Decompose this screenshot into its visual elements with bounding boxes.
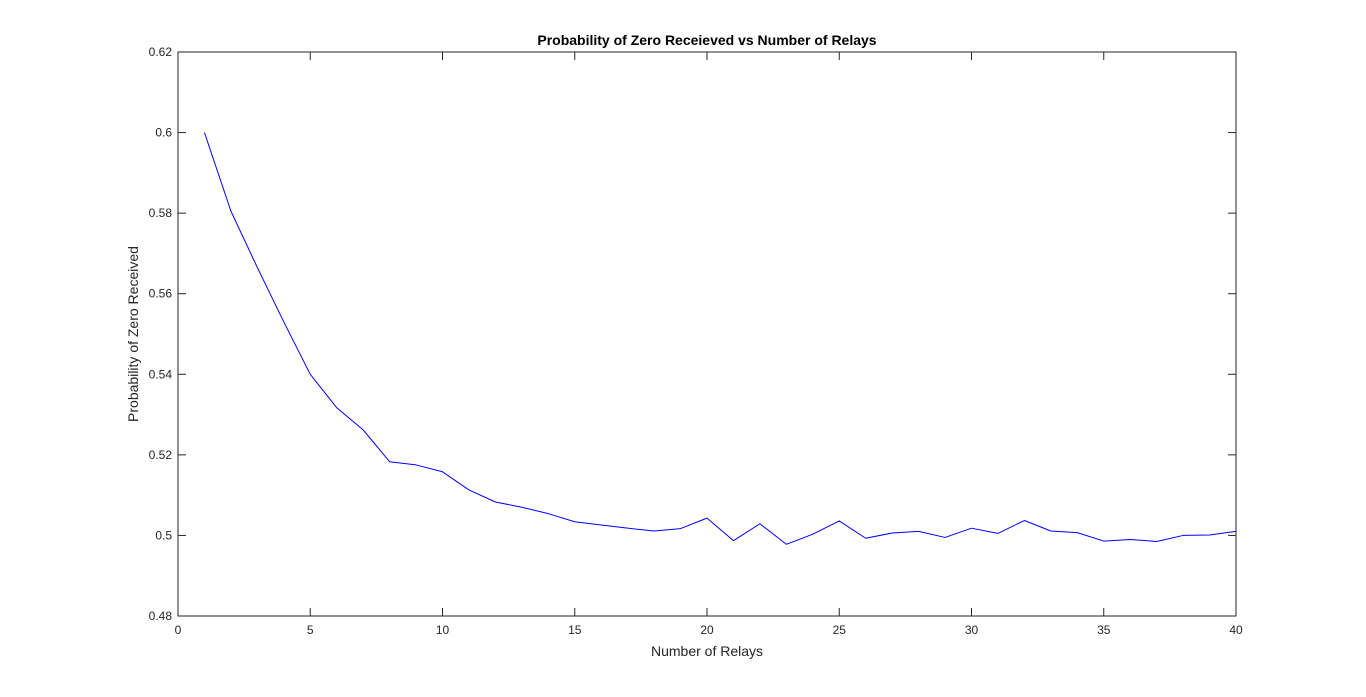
y-tick-label: 0.52 — [149, 448, 173, 462]
plot-frame — [177, 51, 1237, 617]
y-tick-label: 0.5 — [155, 528, 172, 542]
x-axis-label: Number of Relays — [651, 643, 763, 659]
series-line — [203, 132, 1237, 545]
x-tick-label: 40 — [1229, 623, 1243, 637]
y-tick-label: 0.58 — [149, 206, 173, 220]
x-tick-label: 5 — [307, 623, 314, 637]
x-tick-label: 15 — [568, 623, 582, 637]
y-tick-label: 0.54 — [149, 367, 173, 381]
x-tick-label: 30 — [965, 623, 979, 637]
y-tick-label: 0.48 — [149, 609, 173, 623]
chart-title: Probability of Zero Receieved vs Number … — [537, 32, 876, 48]
y-tick-label: 0.6 — [155, 126, 172, 140]
x-tick-label: 10 — [436, 623, 450, 637]
x-tick-label: 20 — [700, 623, 714, 637]
tick-labels-layer: 0 5 10 15 20 25 30 35 40 0.48 0.5 0.52 0.54 0.56 0.58 0… — [149, 45, 1243, 637]
series-layer — [203, 132, 1237, 545]
y-tick-label: 0.62 — [149, 45, 173, 59]
x-tick-label: 25 — [833, 623, 847, 637]
plot-area — [178, 52, 1236, 616]
y-axis-label: Probability of Zero Received — [125, 246, 141, 422]
x-tick-label: 0 — [175, 623, 182, 637]
y-tick-label: 0.56 — [149, 287, 173, 301]
x-tick-label: 35 — [1097, 623, 1111, 637]
